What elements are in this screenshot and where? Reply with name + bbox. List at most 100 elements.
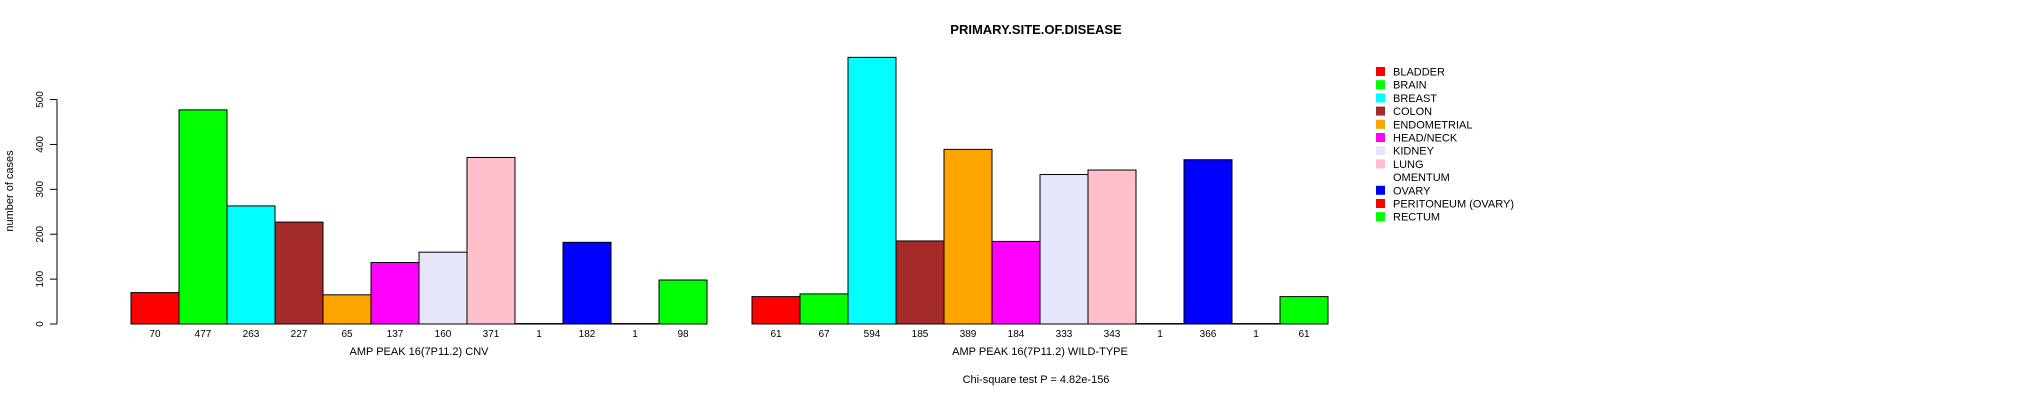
- legend-item: LUNG: [1376, 159, 1424, 171]
- legend-item: KIDNEY: [1376, 146, 1435, 158]
- legend-item: HEAD/NECK: [1376, 133, 1458, 145]
- bar-value-label: 366: [1200, 329, 1217, 340]
- legend-swatch: [1376, 93, 1385, 103]
- legend-item: BLADDER: [1376, 67, 1445, 79]
- bar-bladder: [130, 292, 180, 325]
- x-axis-label: AMP PEAK 16(7P11.2) WILD-TYPE: [952, 346, 1128, 358]
- y-tick-label: 300: [35, 181, 46, 198]
- legend-item: BRAIN: [1376, 80, 1427, 92]
- legend-item: PERITONEUM (OVARY): [1376, 199, 1514, 211]
- bar-rectum: [658, 279, 708, 325]
- y-tick-label: 200: [35, 225, 46, 242]
- y-axis-label: number of cases: [4, 150, 16, 232]
- bar-kidney: [1039, 174, 1089, 325]
- legend-label: BLADDER: [1393, 67, 1445, 79]
- bar-lung: [466, 156, 516, 325]
- legend-swatch: [1376, 199, 1385, 208]
- bar-value-label: 371: [483, 329, 500, 340]
- bar-kidney: [418, 251, 468, 325]
- legend-item: OVARY: [1376, 185, 1431, 197]
- bar-value-label: 184: [1008, 329, 1025, 340]
- legend-item: ENDOMETRIAL: [1376, 119, 1472, 131]
- legend-swatch: [1376, 106, 1385, 116]
- legend-label: BRAIN: [1393, 80, 1427, 92]
- bar-rectum: [1279, 296, 1329, 325]
- bar-head-neck: [370, 262, 420, 325]
- bar-peritoneum-ovary-: [1231, 323, 1281, 325]
- bar-value-label: 333: [1056, 329, 1073, 340]
- bar-bladder: [751, 296, 801, 325]
- chi-square-annotation: Chi-square test P = 4.82e-156: [963, 374, 1110, 386]
- y-axis: 0 100 200 300 400 500: [35, 91, 58, 327]
- bar-value-label: 1: [632, 329, 638, 340]
- bar-omentum: [514, 323, 564, 325]
- legend-swatch: [1376, 119, 1385, 129]
- legend-swatch: [1376, 67, 1385, 76]
- y-tick-label: 400: [35, 136, 46, 153]
- legend-label: COLON: [1393, 106, 1432, 118]
- bar-value-label: 185: [912, 329, 929, 340]
- x-axis-label: AMP PEAK 16(7P11.2) CNV: [350, 346, 490, 358]
- legend-label: KIDNEY: [1393, 146, 1435, 158]
- bar-head-neck: [991, 240, 1041, 325]
- bar-value-label: 137: [387, 329, 404, 340]
- legend-label: OVARY: [1393, 185, 1431, 197]
- bar-ovary: [562, 241, 612, 325]
- legend-swatch: [1376, 80, 1385, 90]
- bar-value-label: 61: [1298, 329, 1310, 340]
- bar-value-label: 263: [243, 329, 260, 340]
- bar-value-label: 182: [579, 329, 596, 340]
- panel-1: 70 477 263 227 65 137 160 371 1 182 1 98 AMP PEAK 16…: [130, 109, 708, 358]
- legend-label: LUNG: [1393, 159, 1424, 171]
- legend-swatch: [1376, 212, 1385, 222]
- y-tick-label: 500: [35, 91, 46, 108]
- bar-value-label: 61: [770, 329, 782, 340]
- chart-panels: 70 477 263 227 65 137 160 371 1 182 1 98 AMP PEAK 16…: [130, 56, 1329, 358]
- legend-item: BREAST: [1376, 93, 1437, 105]
- bar-peritoneum-ovary-: [610, 323, 660, 325]
- bar-endometrial: [943, 148, 993, 325]
- bar-value-label: 477: [195, 329, 212, 340]
- legend-label: PERITONEUM (OVARY): [1393, 199, 1514, 211]
- bar-value-label: 594: [864, 329, 881, 340]
- bar-value-label: 389: [960, 329, 977, 340]
- bar-brain: [178, 109, 228, 325]
- legend-label: BREAST: [1393, 93, 1437, 105]
- bar-colon: [895, 240, 945, 325]
- y-tick-label: 100: [35, 270, 46, 287]
- bar-breast: [847, 56, 897, 325]
- legend-item: OMENTUM: [1376, 172, 1450, 184]
- bar-value-label: 227: [291, 329, 308, 340]
- bar-ovary: [1183, 159, 1233, 325]
- legend-label: HEAD/NECK: [1393, 133, 1458, 145]
- y-tick-label: 0: [35, 321, 46, 327]
- legend-item: RECTUM: [1376, 212, 1440, 224]
- bar-brain: [799, 293, 849, 325]
- legend-swatch: [1376, 159, 1385, 169]
- bar-value-label: 1: [1253, 329, 1259, 340]
- legend-item: COLON: [1376, 106, 1432, 118]
- bar-value-label: 343: [1104, 329, 1121, 340]
- bar-lung: [1087, 169, 1137, 325]
- legend-swatch: [1376, 185, 1385, 195]
- bar-value-label: 98: [677, 329, 689, 340]
- legend-swatch: [1376, 133, 1385, 142]
- bar-breast: [226, 205, 276, 325]
- bar-value-label: 1: [536, 329, 542, 340]
- bar-value-label: 1: [1157, 329, 1163, 340]
- legend-swatch: [1376, 172, 1385, 182]
- bar-omentum: [1135, 323, 1185, 325]
- panel-2: 61 67 594 185 389 184 333 343 1 366 1 61 AMP PEAK 16…: [751, 56, 1329, 358]
- bar-endometrial: [322, 294, 372, 325]
- legend-swatch: [1376, 146, 1385, 156]
- legend-label: RECTUM: [1393, 212, 1440, 224]
- bar-value-label: 65: [341, 329, 353, 340]
- bar-value-label: 160: [435, 329, 452, 340]
- legend-label: OMENTUM: [1393, 172, 1450, 184]
- bar-value-label: 67: [818, 329, 830, 340]
- bar-value-label: 70: [149, 329, 161, 340]
- legend-label: ENDOMETRIAL: [1393, 119, 1472, 131]
- bar-colon: [274, 221, 324, 325]
